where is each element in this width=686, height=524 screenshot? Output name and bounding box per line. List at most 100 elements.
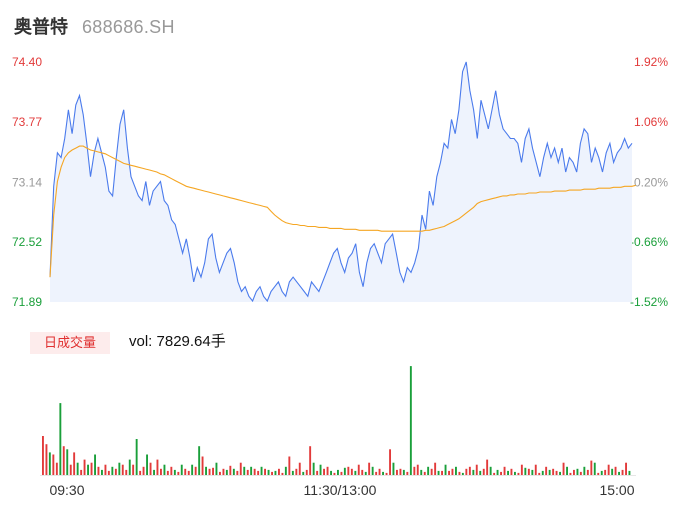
volume-bar (194, 466, 197, 475)
volume-bar (538, 472, 541, 475)
volume-bar (489, 466, 492, 475)
volume-bar (284, 466, 287, 475)
volume-bar (448, 470, 450, 475)
volume-bar (215, 462, 218, 475)
volume-bar (62, 446, 65, 475)
volume-bar (541, 470, 544, 475)
volume-bar (475, 464, 478, 475)
volume-bar (500, 471, 502, 475)
volume-bar (55, 462, 58, 475)
stock-name: 奥普特 (14, 17, 68, 37)
volume-bar (579, 471, 582, 475)
volume-bar (559, 471, 561, 475)
stock-header: 奥普特 688686.SH (14, 13, 175, 39)
volume-bar (319, 464, 322, 475)
volume-bar (531, 469, 534, 475)
volume-bar (111, 466, 114, 475)
volume-bar (205, 466, 207, 475)
volume-bar (139, 470, 142, 475)
volume-bar (444, 464, 447, 475)
volume-bar (406, 471, 409, 475)
volume-bar (184, 468, 187, 475)
volume-bar (288, 456, 291, 475)
stock-code: 688686.SH (82, 17, 175, 37)
volume-bar (316, 470, 319, 475)
volume-bar (604, 469, 607, 475)
price-line (49, 61, 633, 303)
volume-bar (219, 471, 221, 475)
y-tick-label: 72.52 (12, 235, 42, 249)
volume-bar (593, 462, 596, 475)
volume-bar (132, 464, 135, 475)
volume-bar (597, 472, 600, 475)
volume-bar (66, 449, 69, 475)
volume-bar (208, 468, 211, 475)
volume-bar (271, 471, 273, 475)
volume-bar (243, 466, 246, 475)
volume-bar (430, 468, 433, 475)
volume-bar (569, 472, 572, 475)
volume-bar (114, 468, 117, 475)
volume-bar (482, 468, 485, 475)
volume-bar (160, 468, 162, 475)
price-area (50, 62, 632, 302)
volume-bar (90, 462, 93, 475)
volume-bar (191, 464, 194, 475)
volume-bar (101, 469, 103, 475)
volume-bar (364, 471, 367, 475)
volume-bar (281, 472, 284, 475)
volume-bar (222, 468, 225, 475)
volume-bar (472, 469, 475, 475)
volume-bar (326, 466, 329, 475)
volume-bar (527, 468, 530, 475)
volume-bar (354, 470, 357, 475)
volume-bar (180, 464, 183, 475)
volume-bar (486, 459, 489, 475)
volume-bar (121, 464, 124, 475)
volume-bar (385, 472, 388, 475)
volume-bar (607, 464, 610, 475)
volume-bar (163, 464, 166, 475)
volume-bar (250, 466, 253, 475)
volume-bar (146, 454, 148, 475)
volume-bar (423, 471, 426, 475)
volume-bar (361, 469, 364, 475)
pct-tick-label: 1.06% (634, 115, 668, 129)
volume-bar (611, 468, 614, 475)
volume-bar (302, 471, 305, 475)
volume-bar (104, 464, 107, 475)
volume-bar (520, 464, 523, 475)
volume-bar (128, 459, 131, 475)
volume-bar (416, 464, 419, 475)
volume-bar (402, 469, 405, 475)
volume-label: vol: 7829.64手 (129, 333, 226, 350)
volume-bar (510, 468, 513, 475)
volume-bar (142, 466, 145, 475)
volume-bar (135, 439, 138, 475)
volume-bar (371, 466, 374, 475)
pct-tick-label: -1.52% (630, 295, 668, 309)
volume-bar (628, 470, 631, 475)
volume-bar (468, 466, 471, 475)
volume-bar (340, 471, 343, 475)
volume-bar (59, 403, 62, 475)
volume-bar (458, 471, 461, 475)
volume-bar (507, 470, 509, 475)
volume-bar (625, 462, 627, 475)
volume-bar (382, 471, 384, 475)
volume-bar (118, 462, 121, 475)
volume-bar (201, 456, 204, 475)
volume-bar (260, 466, 263, 475)
pct-tick-label: 1.92% (634, 55, 668, 69)
volume-bar (614, 466, 617, 475)
volume-bar (156, 459, 159, 475)
volume-bar (503, 466, 506, 475)
volume-bar (621, 469, 624, 475)
volume-bar (97, 466, 100, 475)
volume-bar (479, 470, 482, 475)
volume-bar (378, 468, 381, 475)
volume-bar (312, 462, 315, 475)
volume-bar (177, 471, 180, 475)
volume-bar (566, 466, 568, 475)
volume-bar (555, 470, 558, 475)
